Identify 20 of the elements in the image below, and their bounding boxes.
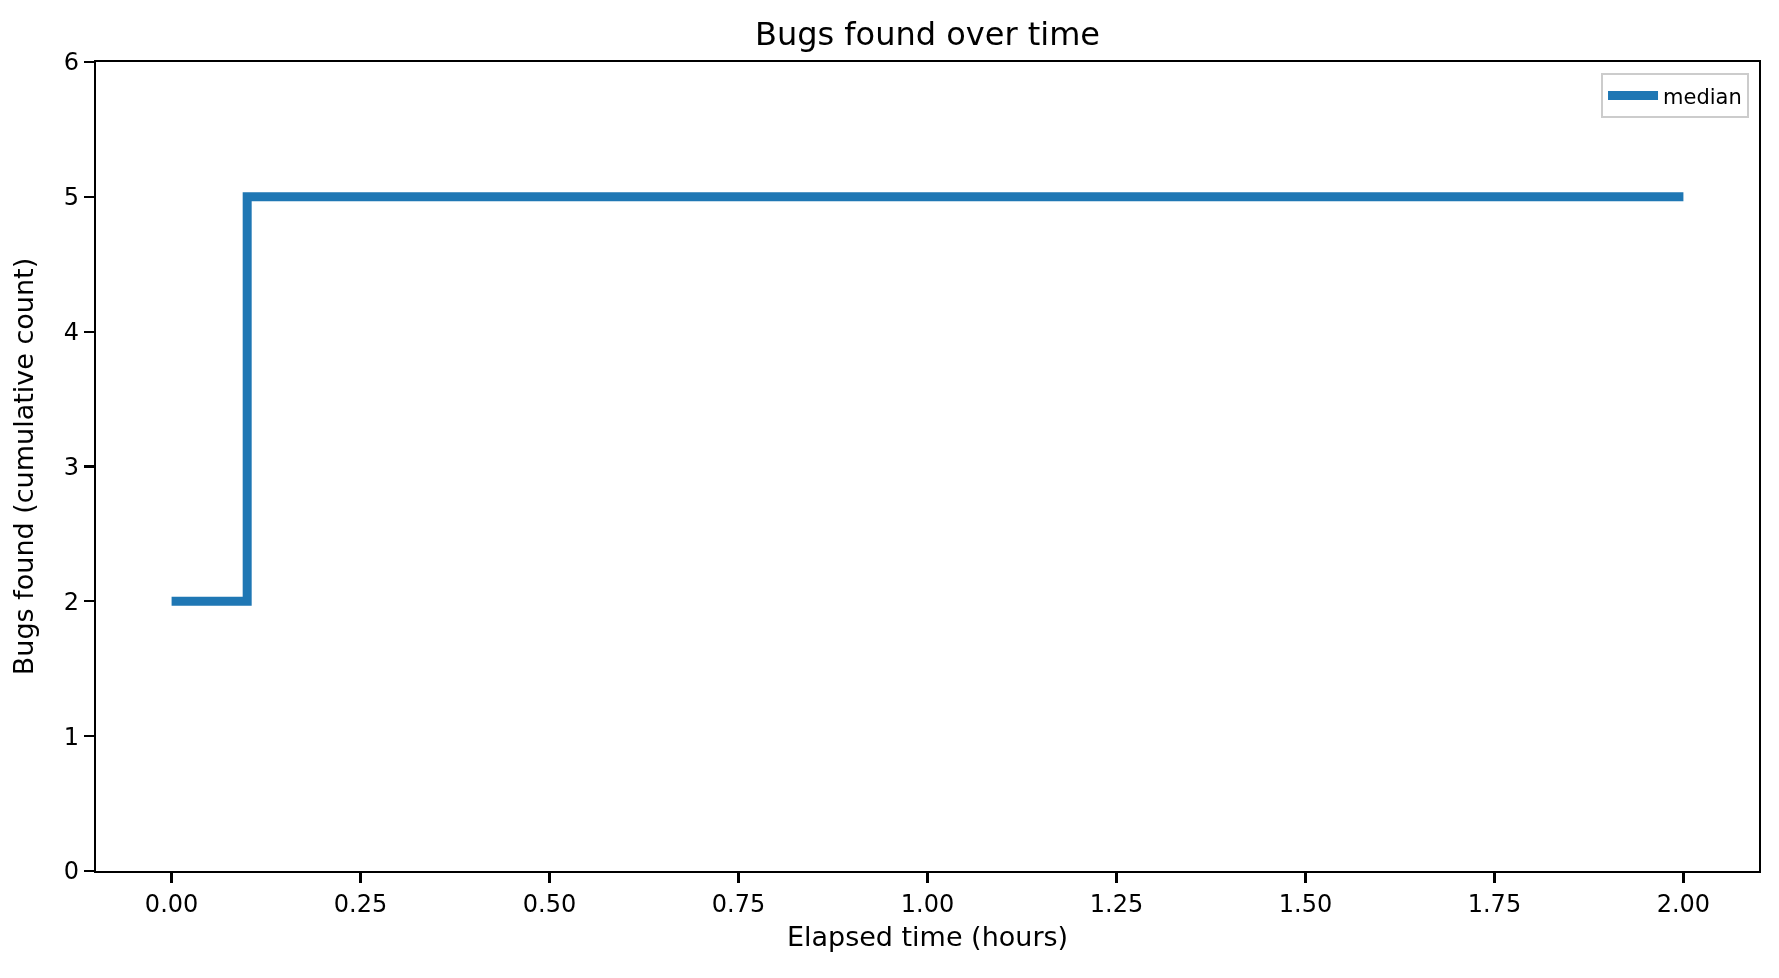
y-tick-label: 0: [63, 857, 79, 886]
x-tick-label: 0.75: [711, 890, 766, 918]
x-tick-label: 0.25: [333, 890, 388, 918]
y-tick-label: 2: [63, 587, 79, 616]
x-tick-label: 1.00: [900, 890, 955, 918]
chart-title: Bugs found over time: [754, 15, 1101, 54]
y-tick-label: 1: [63, 722, 79, 751]
y-tick-label: 4: [63, 318, 79, 347]
x-tick-label: 1.75: [1467, 890, 1522, 918]
x-tick-label: 0.50: [522, 890, 577, 918]
legend-label: median: [1663, 84, 1742, 109]
x-tick-label: 1.25: [1089, 890, 1144, 918]
x-tick-label: 0.00: [144, 890, 199, 918]
y-axis-title: Bugs found (cumulative count): [8, 257, 40, 676]
y-tick-label: 6: [63, 48, 79, 77]
x-axis-title: Elapsed time (hours): [786, 920, 1069, 952]
y-tick-label: 3: [63, 452, 79, 481]
y-tick-label: 5: [63, 183, 79, 212]
x-tick-label: 1.50: [1278, 890, 1333, 918]
x-tick-label: 2.00: [1656, 890, 1711, 918]
